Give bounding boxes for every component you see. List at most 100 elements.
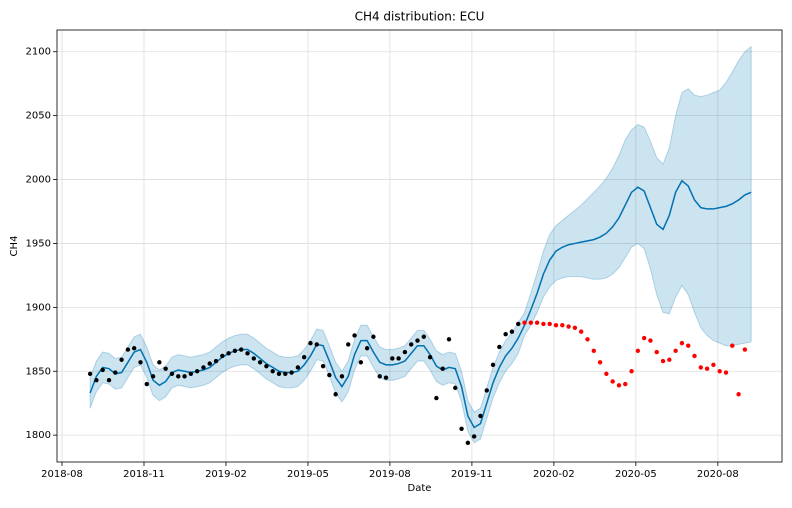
- chart-title: CH4 distribution: ECU: [355, 10, 485, 24]
- y-tick-label: 1800: [26, 430, 51, 441]
- data-point: [641, 335, 647, 341]
- data-point: [497, 344, 502, 350]
- data-point: [270, 369, 275, 374]
- x-tick-label: 2019-05: [287, 469, 329, 480]
- data-point: [560, 323, 565, 328]
- data-point: [358, 360, 364, 365]
- data-point: [264, 363, 269, 369]
- data-point: [327, 372, 332, 378]
- data-point: [717, 369, 722, 374]
- data-point: [453, 385, 458, 391]
- data-point: [711, 362, 716, 368]
- data-point: [131, 346, 137, 351]
- data-point: [585, 337, 590, 342]
- data-point: [415, 338, 420, 343]
- data-point: [283, 371, 288, 377]
- x-tick-label: 2019-08: [369, 469, 411, 480]
- data-point: [201, 365, 206, 370]
- data-point: [301, 354, 307, 360]
- data-point: [578, 329, 584, 334]
- data-point: [346, 342, 351, 347]
- data-point: [660, 358, 666, 364]
- data-point: [610, 379, 615, 384]
- data-point: [604, 371, 609, 377]
- data-point: [251, 356, 257, 361]
- data-point: [522, 320, 527, 325]
- data-point: [490, 362, 496, 368]
- data-point: [427, 354, 433, 360]
- data-point: [648, 338, 653, 343]
- y-axis-label: CH4: [9, 236, 20, 257]
- x-tick-label: 2019-02: [205, 469, 247, 480]
- data-point: [295, 365, 301, 370]
- x-tick-label: 2020-02: [533, 469, 575, 480]
- x-tick-label: 2019-11: [451, 469, 493, 480]
- data-point: [371, 334, 376, 339]
- uncertainty-band: [89, 45, 752, 444]
- data-point: [667, 357, 672, 362]
- data-point: [239, 347, 244, 352]
- y-tick-label: 1950: [26, 238, 51, 249]
- data-point: [679, 340, 685, 346]
- data-point: [591, 348, 596, 354]
- data-point: [163, 366, 168, 371]
- data-point: [673, 348, 678, 354]
- data-point: [730, 343, 735, 348]
- data-point: [364, 346, 370, 351]
- data-point: [333, 392, 338, 397]
- x-tick-label: 2020-05: [615, 469, 657, 480]
- data-point: [194, 369, 200, 374]
- data-point: [654, 349, 659, 355]
- data-point: [339, 374, 345, 379]
- data-point: [377, 374, 382, 379]
- data-point: [459, 426, 464, 431]
- data-point: [503, 331, 508, 337]
- data-point: [742, 347, 748, 352]
- data-point: [220, 353, 225, 359]
- data-point: [421, 334, 426, 339]
- data-point: [516, 321, 521, 327]
- data-point: [213, 358, 219, 364]
- data-point: [169, 371, 175, 377]
- data-point: [207, 361, 212, 366]
- data-point: [257, 360, 263, 365]
- data-point: [390, 356, 395, 361]
- data-point: [182, 374, 187, 379]
- data-point: [566, 324, 571, 329]
- data-point: [150, 374, 156, 379]
- data-point: [616, 383, 622, 388]
- data-point: [434, 395, 439, 401]
- plot-frame: [56, 29, 783, 463]
- x-tick-label: 2020-08: [697, 469, 739, 480]
- data-point: [106, 378, 112, 383]
- data-point: [553, 323, 559, 328]
- data-point: [87, 371, 93, 377]
- data-point: [528, 320, 534, 325]
- data-point: [289, 370, 294, 375]
- data-point: [440, 366, 445, 371]
- data-point: [396, 356, 401, 361]
- data-point: [176, 374, 181, 379]
- data-point: [723, 370, 729, 375]
- data-point: [629, 369, 634, 374]
- data-point: [534, 320, 540, 325]
- data-point: [232, 348, 238, 354]
- data-point: [94, 378, 99, 383]
- data-point: [383, 375, 389, 380]
- data-point: [144, 381, 149, 387]
- data-point: [314, 342, 319, 347]
- data-point: [308, 340, 313, 346]
- y-tick-label: 1850: [26, 366, 51, 377]
- data-point: [188, 371, 194, 377]
- x-axis-label: Date: [408, 483, 432, 494]
- data-point: [245, 351, 250, 356]
- forecast-line: [89, 179, 752, 429]
- data-point: [352, 333, 357, 338]
- data-point: [100, 367, 105, 373]
- y-tick-label: 1900: [26, 302, 51, 313]
- data-point: [736, 392, 741, 397]
- data-point: [138, 360, 143, 365]
- data-point: [623, 381, 628, 387]
